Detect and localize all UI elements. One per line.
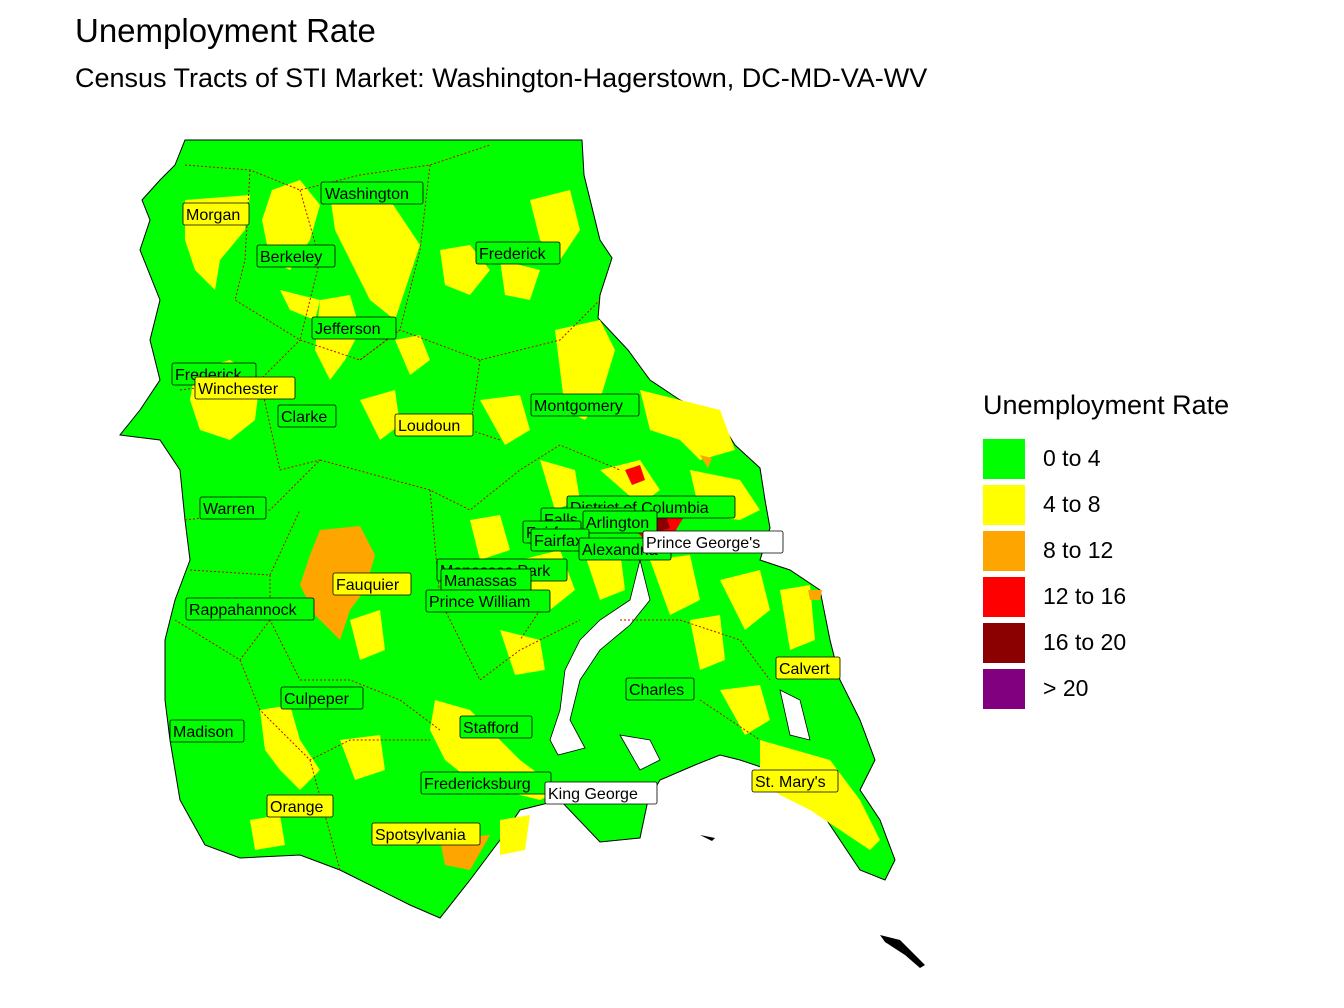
- svg-text:Calvert: Calvert: [779, 661, 830, 678]
- county-label: Culpeper: [280, 686, 364, 710]
- svg-text:Prince William: Prince William: [429, 594, 530, 611]
- county-label: Stafford: [459, 715, 533, 739]
- county-label: Fairfax: [530, 528, 590, 552]
- legend: Unemployment Rate 0 to 4 4 to 8 8 to 12 …: [983, 390, 1323, 711]
- county-label: Washington: [320, 181, 424, 205]
- map-subtitle: Census Tracts of STI Market: Washington-…: [75, 63, 928, 93]
- legend-swatch: [983, 529, 1025, 571]
- legend-swatch: [983, 437, 1025, 479]
- svg-text:Morgan: Morgan: [186, 207, 240, 224]
- islands: [700, 835, 925, 968]
- svg-text:Warren: Warren: [203, 501, 255, 518]
- legend-label: 12 to 16: [1043, 582, 1127, 609]
- county-labels: Washington Morgan Berkeley Frederick Jef…: [169, 181, 841, 846]
- county-label: Alexandria: [578, 537, 672, 561]
- legend-item: 0 to 4: [983, 435, 1323, 481]
- legend-item: 8 to 12: [983, 527, 1323, 573]
- county-label: Frederick: [475, 241, 561, 265]
- county-label: Winchester: [194, 376, 296, 400]
- county-label: Arlington: [582, 510, 658, 534]
- legend-swatch: [983, 575, 1025, 617]
- county-label: Berkeley: [256, 244, 336, 268]
- county-label: Montgomery: [530, 393, 640, 417]
- legend-label: 0 to 4: [1043, 444, 1101, 471]
- county-label: Spotsylvania: [371, 822, 481, 846]
- svg-text:St. Mary's: St. Mary's: [755, 774, 826, 791]
- svg-text:Charles: Charles: [629, 682, 684, 699]
- legend-item: 4 to 8: [983, 481, 1323, 527]
- svg-text:Fredericksburg: Fredericksburg: [424, 776, 531, 793]
- river-water: [549, 559, 811, 771]
- county-label: Clarke: [277, 404, 337, 428]
- svg-text:Madison: Madison: [173, 724, 233, 741]
- county-label: Warren: [199, 496, 267, 520]
- legend-item: 16 to 20: [983, 619, 1323, 665]
- svg-text:Rappahannock: Rappahannock: [189, 602, 298, 619]
- county-label: Loudoun: [394, 413, 474, 437]
- legend-swatch: [983, 621, 1025, 663]
- county-label: Prince William: [425, 589, 551, 613]
- svg-text:Fauquier: Fauquier: [336, 577, 400, 594]
- svg-text:Prince George's: Prince George's: [646, 535, 760, 552]
- county-label: King George: [544, 781, 658, 805]
- county-label: Jefferson: [311, 316, 397, 340]
- county-label: Prince George's: [642, 530, 784, 554]
- county-label: Rappahannock: [185, 597, 315, 621]
- county-label: Manassas: [440, 568, 532, 592]
- county-label: Calvert: [775, 656, 841, 680]
- svg-text:King George: King George: [548, 786, 638, 803]
- county-label: St. Mary's: [751, 769, 839, 793]
- county-label: Fauquier: [332, 572, 412, 596]
- map-title: Unemployment Rate: [75, 12, 376, 49]
- svg-text:Winchester: Winchester: [198, 381, 279, 398]
- svg-text:Washington: Washington: [325, 186, 409, 203]
- svg-text:Alexandria: Alexandria: [582, 542, 658, 559]
- svg-text:Orange: Orange: [270, 799, 323, 816]
- svg-text:Frederick: Frederick: [479, 246, 547, 263]
- county-label: Charles: [625, 677, 695, 701]
- legend-item: > 20: [983, 665, 1323, 711]
- legend-item: 12 to 16: [983, 573, 1323, 619]
- legend-title: Unemployment Rate: [983, 390, 1230, 420]
- svg-text:Spotsylvania: Spotsylvania: [375, 827, 466, 844]
- svg-text:Manassas: Manassas: [444, 573, 517, 590]
- legend-swatch: [983, 667, 1025, 709]
- svg-text:Culpeper: Culpeper: [284, 691, 350, 708]
- legend-label: 8 to 12: [1043, 536, 1114, 563]
- svg-text:Clarke: Clarke: [281, 409, 327, 426]
- legend-swatch: [983, 483, 1025, 525]
- legend-label: 4 to 8: [1043, 490, 1101, 517]
- county-label: Morgan: [182, 202, 250, 226]
- county-label: Fredericksburg: [420, 771, 552, 795]
- legend-label: 16 to 20: [1043, 628, 1127, 655]
- svg-text:Berkeley: Berkeley: [260, 249, 322, 266]
- legend-label: > 20: [1043, 674, 1089, 701]
- svg-text:Jefferson: Jefferson: [315, 321, 381, 338]
- svg-text:Montgomery: Montgomery: [534, 398, 623, 415]
- county-label: Orange: [266, 794, 334, 818]
- svg-text:Fairfax: Fairfax: [534, 533, 583, 550]
- svg-text:Arlington: Arlington: [586, 515, 649, 532]
- svg-text:Stafford: Stafford: [463, 720, 519, 737]
- county-label: Madison: [169, 719, 245, 743]
- svg-text:Loudoun: Loudoun: [398, 418, 460, 435]
